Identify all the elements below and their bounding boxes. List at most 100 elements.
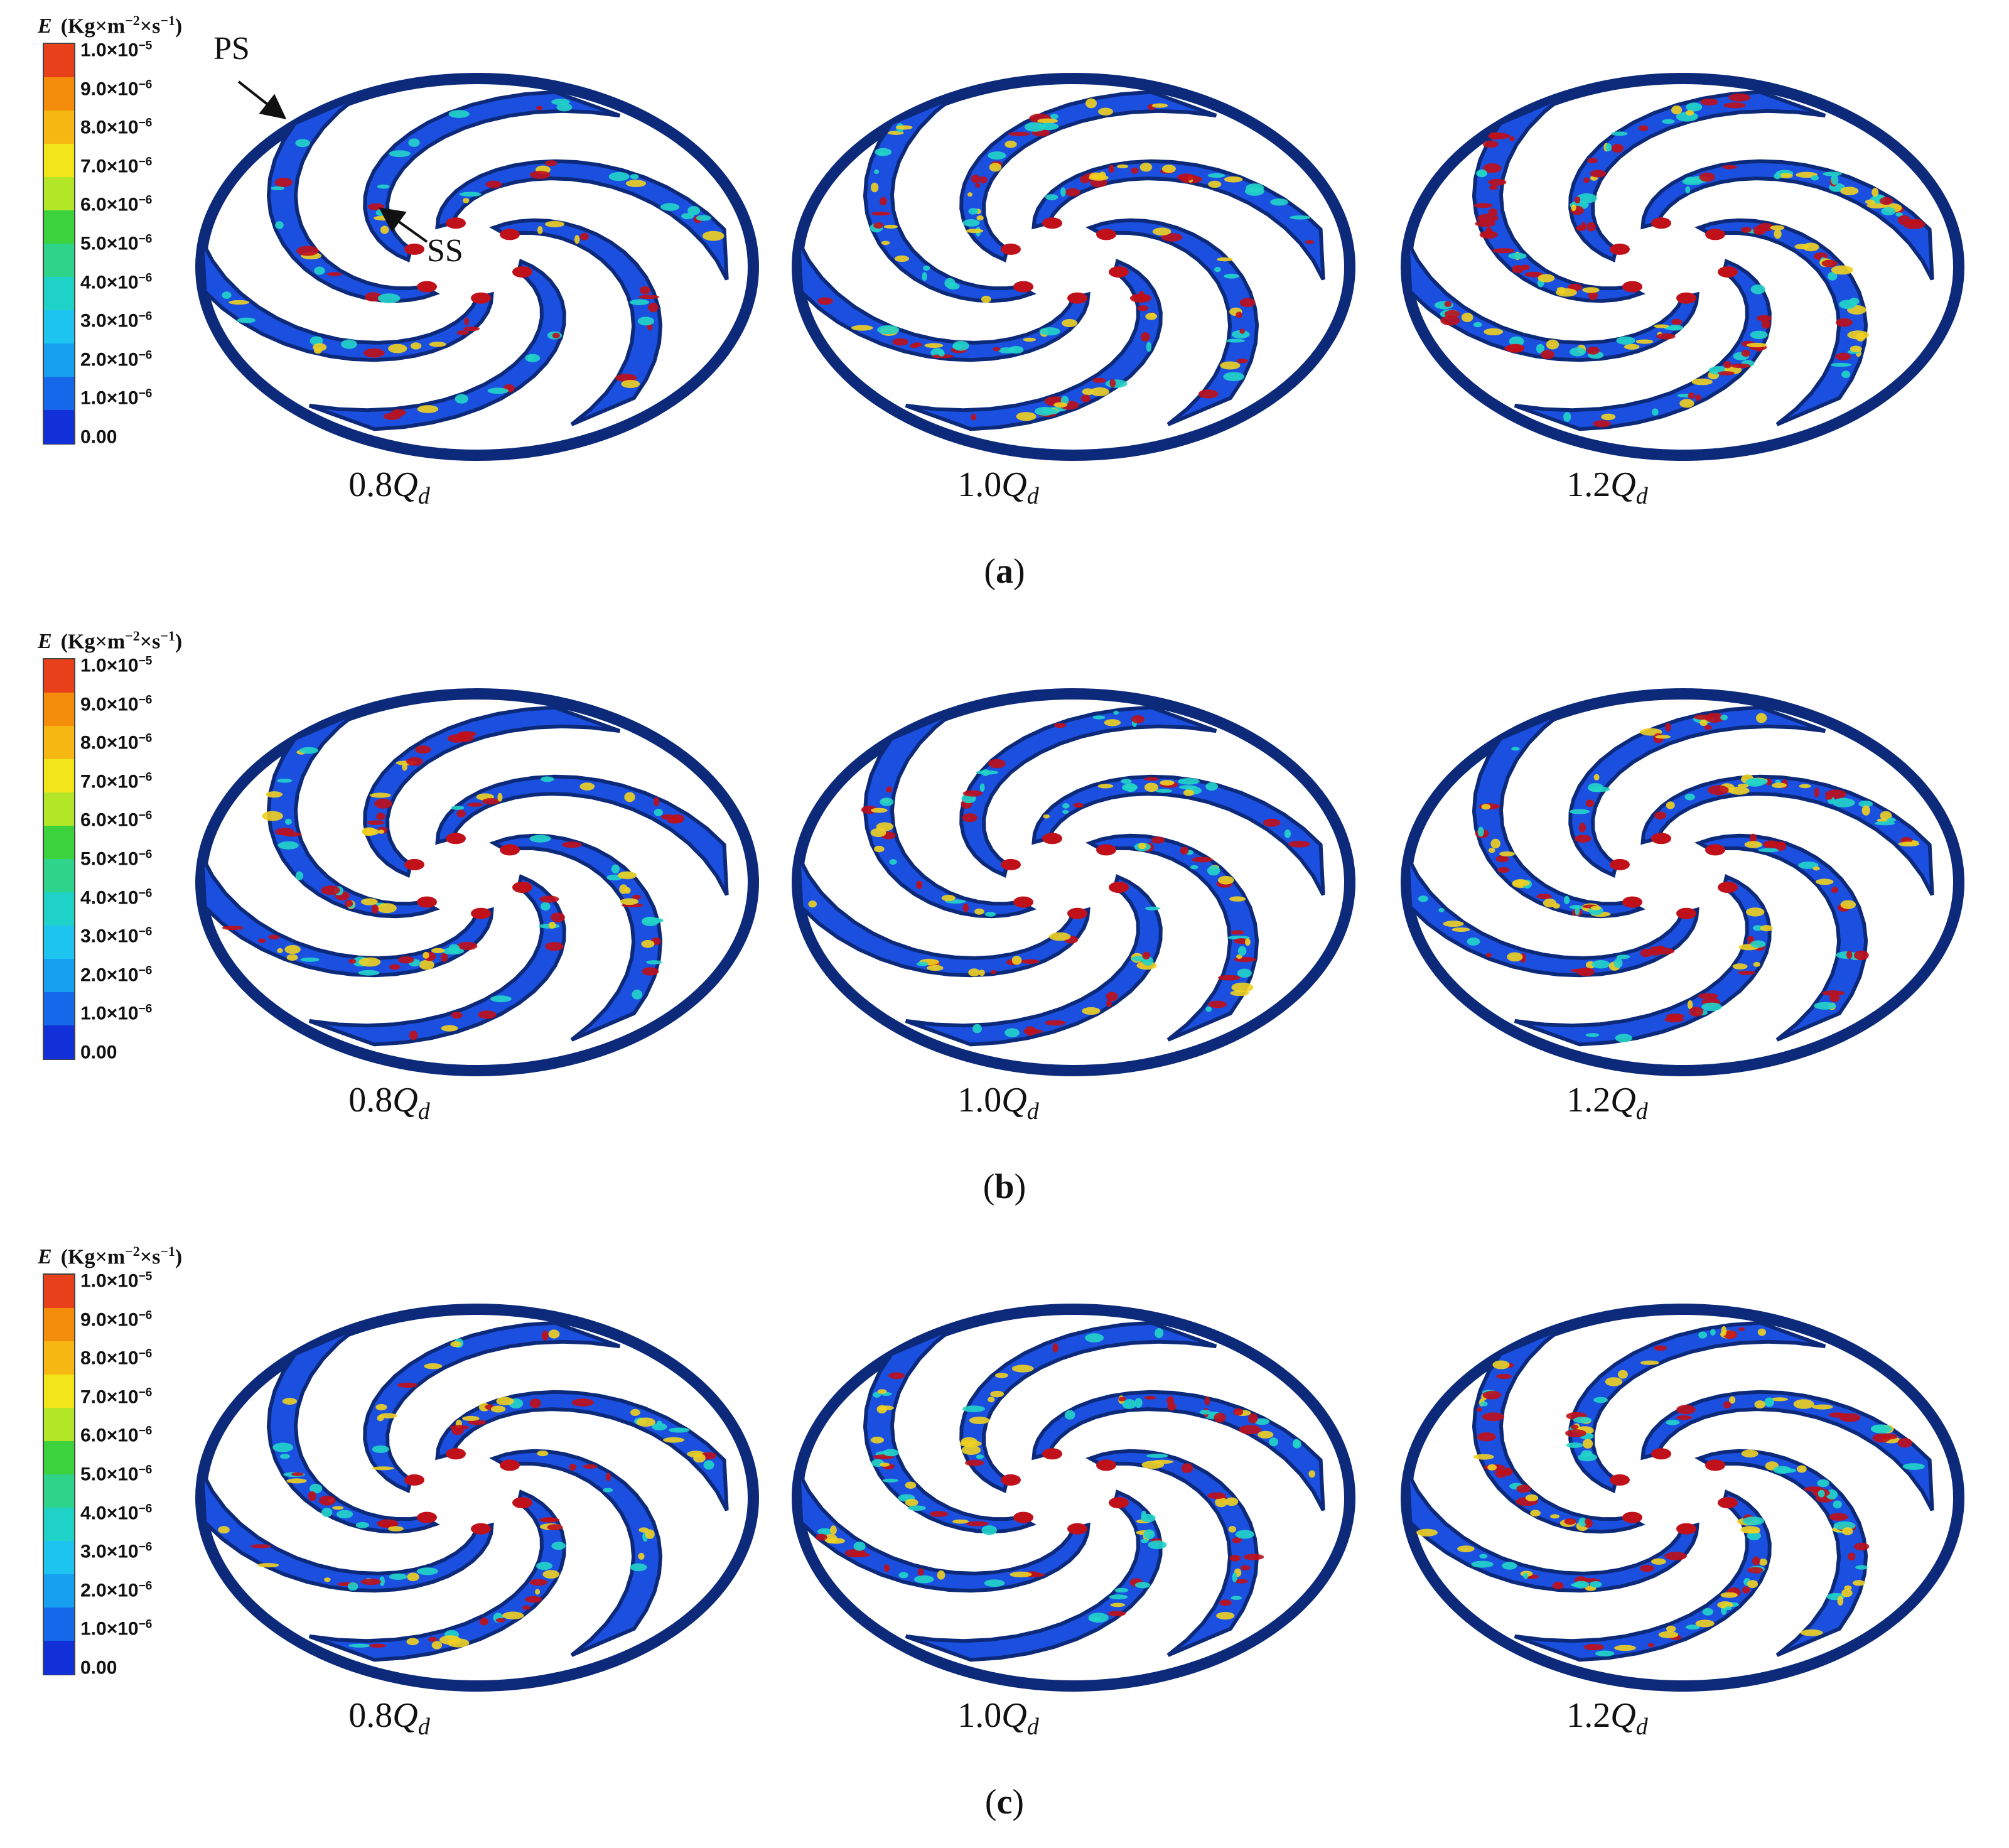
leading-edge-erosion <box>512 1497 532 1509</box>
erosion-spot <box>1010 1571 1032 1577</box>
erosion-spot <box>1140 332 1150 342</box>
erosion-spot <box>1443 921 1464 927</box>
colorbar-segment <box>44 892 74 926</box>
erosion-spot <box>642 967 659 976</box>
colorbar-tick-label: 0.00 <box>80 1657 117 1679</box>
erosion-spot <box>1190 865 1198 870</box>
shroud-ring <box>792 1304 1355 1692</box>
tick-exponent: −5 <box>138 1270 153 1283</box>
erosion-spot <box>1575 905 1580 916</box>
tick-exponent: −6 <box>138 1002 153 1016</box>
erosion-spot <box>1239 328 1245 334</box>
erosion-spot <box>268 934 280 940</box>
erosion-spot <box>1770 1397 1788 1402</box>
flow-subscript: d <box>1635 1098 1648 1125</box>
erosion-spot <box>1473 1454 1494 1460</box>
colorbar-tick-label: 3.0×10−6 <box>80 926 152 948</box>
erosion-spot <box>1654 324 1669 328</box>
erosion-spot <box>1512 880 1530 887</box>
erosion-spot <box>1496 1373 1512 1380</box>
erosion-spot <box>1151 836 1165 844</box>
erosion-spot <box>1753 961 1760 967</box>
erosion-spot <box>218 1526 230 1534</box>
erosion-spot <box>1689 1007 1704 1017</box>
colorbar-tick-label: 0.00 <box>80 1042 117 1064</box>
colorbar-unit-exp: −2 <box>125 628 140 644</box>
colorbar-symbol: E <box>38 1245 52 1269</box>
erosion-spot <box>1134 1582 1150 1589</box>
erosion-spot <box>542 1570 559 1579</box>
erosion-spot <box>898 1572 908 1579</box>
paren-close: ) <box>1013 552 1025 591</box>
erosion-spot <box>539 895 559 903</box>
erosion-spot <box>1640 1565 1654 1572</box>
erosion-spot <box>1671 318 1683 325</box>
colorbar-tick-label: 7.0×10−6 <box>80 155 152 177</box>
erosion-spot <box>696 215 711 221</box>
tick-exponent: −6 <box>138 925 153 939</box>
colorbar-tick-label: 2.0×10−6 <box>80 964 152 986</box>
erosion-spot <box>1587 158 1598 164</box>
shroud-ring <box>1401 73 1964 461</box>
erosion-spot <box>237 317 256 323</box>
erosion-spot <box>1161 233 1183 242</box>
erosion-spot <box>630 1563 647 1572</box>
erosion-spot <box>1570 968 1592 973</box>
colorbar-tick-label: 1.0×10−6 <box>80 1618 152 1640</box>
erosion-spot <box>284 945 301 954</box>
erosion-spot <box>976 215 984 221</box>
erosion-spot <box>968 208 979 215</box>
erosion-spot <box>579 782 595 791</box>
erosion-spot <box>976 1454 984 1459</box>
erosion-spot <box>961 1445 981 1455</box>
erosion-spot <box>952 340 969 351</box>
erosion-spot <box>1011 1364 1034 1373</box>
erosion-spot <box>377 184 390 189</box>
erosion-spot <box>1880 811 1892 821</box>
erosion-spot <box>908 1505 926 1511</box>
erosion-spot <box>1750 284 1765 294</box>
erosion-spot <box>463 198 470 203</box>
erosion-spot <box>1815 878 1834 885</box>
erosion-spot <box>262 811 283 821</box>
erosion-spot <box>1064 1410 1075 1420</box>
leading-edge-erosion <box>1676 1523 1696 1535</box>
erosion-spot <box>605 1472 611 1481</box>
erosion-spot <box>1240 1565 1251 1570</box>
erosion-spot <box>279 1454 290 1459</box>
erosion-spot <box>1699 172 1715 182</box>
colorbar-segment <box>44 693 74 727</box>
erosion-spot <box>364 292 382 302</box>
erosion-spot <box>257 1563 279 1568</box>
panel-label: (a) <box>0 551 2009 592</box>
leading-edge-erosion <box>417 896 437 908</box>
erosion-spot <box>1752 1556 1760 1565</box>
erosion-spot <box>1092 715 1106 720</box>
shroud-ring <box>792 688 1355 1076</box>
erosion-spot <box>637 316 655 326</box>
erosion-spot <box>969 1417 990 1424</box>
erosion-spot <box>638 294 660 300</box>
erosion-spot <box>1723 361 1732 369</box>
erosion-spot <box>1586 222 1596 232</box>
erosion-spot <box>1654 948 1674 955</box>
flow-coefficient: 1.0 <box>957 465 1002 504</box>
erosion-spot <box>463 326 480 332</box>
flow-condition-label: 0.8Qd <box>295 1080 483 1125</box>
erosion-spot <box>1045 194 1058 200</box>
erosion-spot <box>1796 1465 1807 1473</box>
erosion-spot <box>1569 809 1590 814</box>
leading-edge-erosion <box>1013 1511 1033 1523</box>
erosion-spot <box>1090 387 1109 397</box>
colorbar-tick-label: 7.0×10−6 <box>80 1386 152 1408</box>
erosion-spot <box>1039 327 1060 336</box>
erosion-spot <box>1721 1326 1727 1336</box>
tick-mantissa: 4.0×10 <box>80 1503 139 1524</box>
erosion-spot <box>1217 257 1233 262</box>
erosion-spot <box>1530 1510 1541 1516</box>
erosion-spot <box>654 809 663 816</box>
erosion-spot <box>274 178 293 187</box>
erosion-spot <box>369 1643 386 1648</box>
leading-edge-erosion <box>417 1511 437 1523</box>
erosion-spot <box>1895 212 1903 217</box>
